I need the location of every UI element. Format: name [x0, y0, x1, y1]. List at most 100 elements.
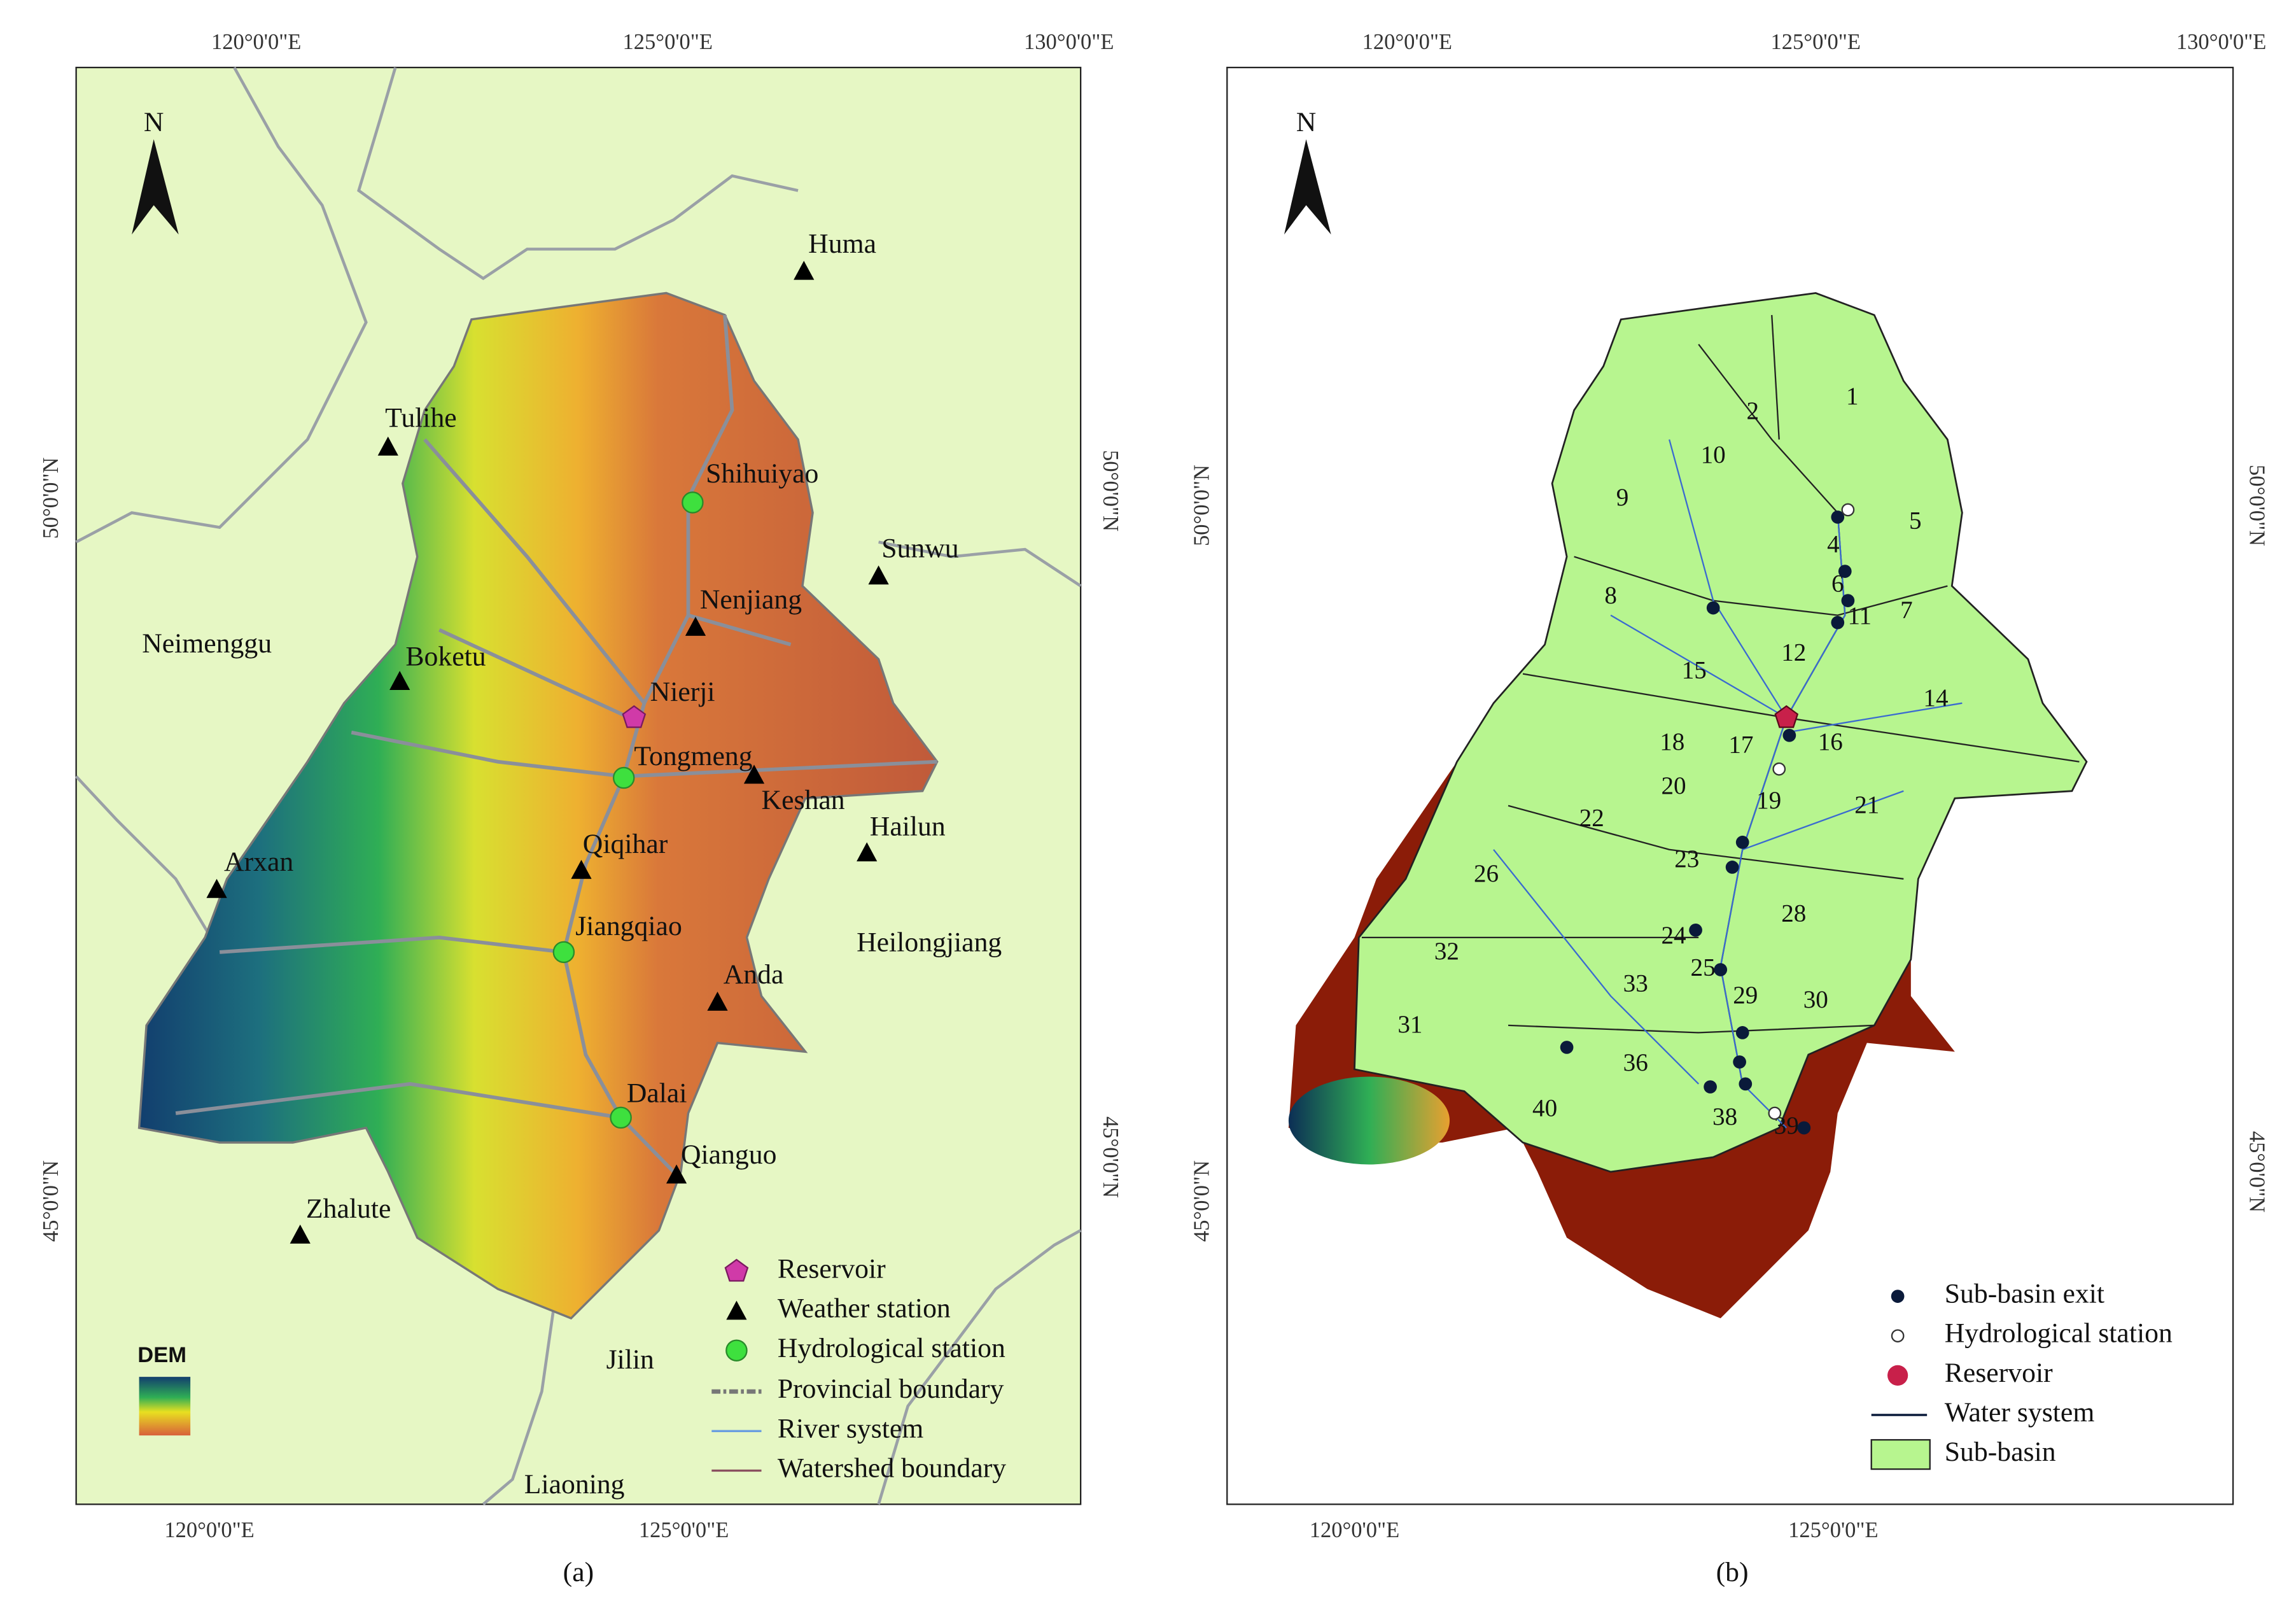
- weather-station: [685, 616, 706, 636]
- hydrological-station: [552, 941, 575, 964]
- sub-basin-exit: [1714, 963, 1728, 976]
- north-label: N: [144, 107, 164, 137]
- weather-station: [794, 260, 815, 280]
- place-label: Jiangqiao: [575, 911, 682, 941]
- place-label: Huma: [808, 229, 876, 259]
- place-label: Tulihe: [385, 403, 457, 433]
- bottom-axis-label: 125°0'0"E: [1788, 1518, 1878, 1542]
- dem-label: DEM: [137, 1343, 186, 1367]
- subbasin-label: 4: [1827, 530, 1840, 558]
- top-axis-label: 130°0'0"E: [1024, 30, 1114, 54]
- top-axis-label: 120°0'0"E: [1362, 30, 1452, 54]
- place-label: Keshan: [762, 785, 845, 815]
- legend-label: Hydrological station: [778, 1333, 1005, 1363]
- right-axis-label: 45°0'0"N: [1098, 1116, 1123, 1198]
- bottom-axis-label: 120°0'0"E: [164, 1518, 254, 1542]
- legend-label: Hydrological station: [1945, 1318, 2173, 1349]
- hydrological-station: [725, 1339, 748, 1361]
- place-label: Dalai: [627, 1078, 687, 1108]
- provincial-boundary: [74, 66, 1082, 1506]
- subbasin-label: 16: [1818, 728, 1843, 756]
- legend-label: Provincial boundary: [778, 1374, 1004, 1404]
- legend-label: Reservoir: [778, 1254, 886, 1284]
- subbasin-label: 23: [1674, 845, 1699, 873]
- north-arrow: [1284, 139, 1331, 235]
- place-label: Tongmeng: [634, 741, 752, 771]
- left-axis-label: 50°0'0"N: [1189, 465, 1214, 546]
- sub-basin-exit: [1735, 835, 1749, 849]
- sub-basin-exit: [1739, 1077, 1753, 1091]
- dem-ramp: [139, 1377, 191, 1436]
- sub-basin-exit: [1706, 601, 1720, 615]
- hydro-station: [1768, 1106, 1782, 1120]
- place-label: Zhalute: [306, 1193, 391, 1224]
- place-label: Shihuiyao: [706, 458, 818, 489]
- place-label: Nenjiang: [700, 584, 802, 615]
- hydrological-station: [682, 491, 704, 514]
- region-label: Liaoning: [524, 1469, 625, 1500]
- sub-basin-exit: [1797, 1121, 1811, 1135]
- north-label: N: [1296, 107, 1317, 137]
- subbasin-label: 36: [1623, 1049, 1648, 1076]
- subbasin-label: 25: [1691, 953, 1716, 981]
- weather-station: [726, 1300, 747, 1320]
- hydro-station: [1841, 503, 1855, 517]
- top-axis-label: 125°0'0"E: [623, 30, 713, 54]
- sub-basins: [1354, 292, 2088, 1173]
- hydrological-station: [610, 1106, 632, 1129]
- weather-station: [377, 436, 398, 456]
- place-label: Arxan: [224, 847, 293, 877]
- subbasin-label: 12: [1781, 639, 1806, 666]
- subbasin-label: 15: [1682, 656, 1707, 684]
- water-system: [1493, 439, 1963, 1129]
- left-axis-label: 45°0'0"N: [1189, 1160, 1214, 1242]
- reservoir: [622, 705, 647, 728]
- legend-label: Watershed boundary: [778, 1453, 1006, 1483]
- subbasin-label: 7: [1900, 596, 1913, 624]
- weather-station: [206, 878, 227, 898]
- sub-basin-exit: [1725, 861, 1739, 874]
- legend-symbol: [1870, 1439, 1931, 1470]
- sub-basin-exit: [1782, 728, 1796, 742]
- place-label: Nierji: [650, 677, 715, 707]
- subbasin-label: 11: [1847, 602, 1872, 630]
- weather-station: [389, 671, 410, 690]
- legend-symbol: [1891, 1290, 1905, 1303]
- right-axis-label: 45°0'0"N: [2245, 1131, 2269, 1213]
- bottom-axis-label: 120°0'0"E: [1310, 1518, 1399, 1542]
- subbasin-label: 18: [1660, 728, 1684, 756]
- sub-basin-exit: [1733, 1055, 1746, 1069]
- hydrological-station: [612, 766, 635, 789]
- sub-basin-exit: [1838, 565, 1852, 578]
- subbasin-label: 5: [1909, 507, 1922, 535]
- sub-basin-exit: [1841, 594, 1855, 607]
- subbasin-label: 22: [1579, 805, 1604, 832]
- subbasin-label: 24: [1662, 922, 1686, 949]
- bottom-axis-label: 125°0'0"E: [639, 1518, 729, 1542]
- sub-basin-exit: [1831, 510, 1845, 524]
- place-label: Qianguo: [681, 1139, 777, 1170]
- subbasin-label: 32: [1434, 938, 1459, 965]
- subbasin-label: 31: [1397, 1011, 1422, 1038]
- weather-station: [743, 764, 765, 784]
- reservoir: [1774, 705, 1799, 728]
- watershed-dem: [137, 292, 939, 1320]
- weather-station: [707, 991, 728, 1011]
- north-arrow: [132, 139, 179, 235]
- subbasin-label: 8: [1604, 582, 1617, 609]
- subbasin-label: 17: [1728, 731, 1753, 759]
- place-label: Sunwu: [881, 533, 959, 563]
- subbasin-label: 2: [1747, 397, 1760, 425]
- weather-station: [868, 565, 889, 585]
- subbasin-label: 19: [1756, 787, 1781, 814]
- hydro-station: [1772, 762, 1786, 776]
- sub-basin-exit: [1689, 923, 1702, 937]
- weather-station: [666, 1164, 687, 1184]
- subbasin-label: 28: [1781, 899, 1806, 927]
- place-label: Qiqihar: [583, 829, 668, 859]
- legend-label: River system: [778, 1413, 923, 1444]
- top-axis-label: 125°0'0"E: [1771, 30, 1861, 54]
- legend-label: Sub-basin exit: [1945, 1279, 2104, 1309]
- region-label: Neimenggu: [142, 628, 272, 659]
